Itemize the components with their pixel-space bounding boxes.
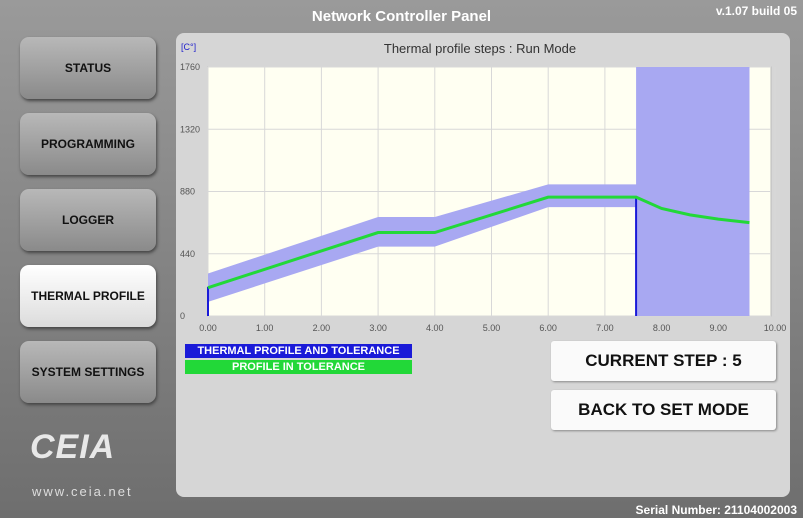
y-tick-label: 440 <box>180 249 195 259</box>
logo: CEIA <box>30 428 116 466</box>
x-tick-label: 6.00 <box>539 323 557 333</box>
y-tick-label: 880 <box>180 187 195 197</box>
y-tick-label: 0 <box>180 311 185 321</box>
y-tick-label: 1760 <box>180 62 200 72</box>
version: v.1.07 build 05 <box>715 4 797 18</box>
x-tick-label: 9.00 <box>710 323 728 333</box>
legend-entry: THERMAL PROFILE AND TOLERANCE <box>185 344 412 358</box>
x-tick-label: 8.00 <box>653 323 671 333</box>
current-step-button[interactable]: CURRENT STEP : 5 <box>551 341 776 381</box>
nav-button[interactable]: PROGRAMMING <box>20 113 156 175</box>
x-tick-label: 0.00 <box>199 323 217 333</box>
nav-button[interactable]: LOGGER <box>20 189 156 251</box>
app-title: Network Controller Panel <box>311 8 492 25</box>
x-tick-label: 4.00 <box>426 323 444 333</box>
legend-entry: PROFILE IN TOLERANCE <box>185 360 412 374</box>
x-tick-label: 5.00 <box>483 323 501 333</box>
x-tick-label: 1.00 <box>256 323 274 333</box>
chart-title: Thermal profile steps : Run Mode <box>384 41 576 56</box>
x-tick-label: 7.00 <box>596 323 614 333</box>
serial-number: Serial Number: 21104002003 <box>635 503 797 517</box>
y-tick-label: 1320 <box>180 124 200 134</box>
tolerance-band <box>208 67 750 316</box>
logo-url: www.ceia.net <box>32 484 133 499</box>
x-tick-label: 2.00 <box>313 323 331 333</box>
nav-button[interactable]: THERMAL PROFILE <box>20 265 156 327</box>
x-tick-label: 3.00 <box>369 323 387 333</box>
chart: Thermal profile steps : Run Mode[C°][s]0… <box>180 41 787 346</box>
back-button[interactable]: BACK TO SET MODE <box>551 390 776 430</box>
series-line <box>207 195 750 290</box>
x-tick-label: 10.00 <box>764 323 787 333</box>
y-axis-label: [C°] <box>181 42 196 52</box>
nav-button[interactable]: STATUS <box>20 37 156 99</box>
nav-button[interactable]: SYSTEM SETTINGS <box>20 341 156 403</box>
